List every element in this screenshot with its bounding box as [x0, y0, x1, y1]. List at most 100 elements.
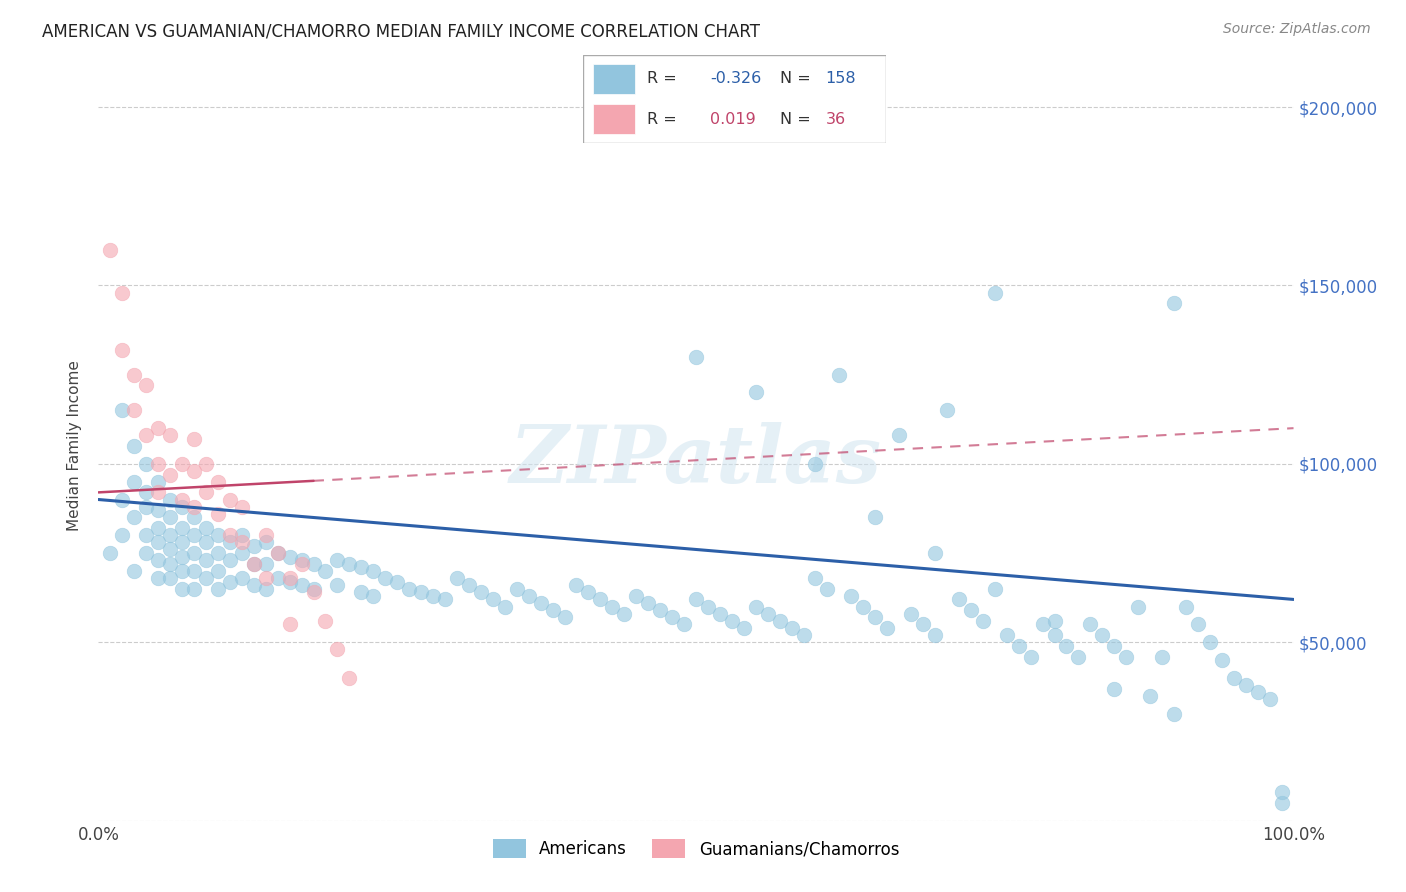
Point — [1091, 628, 1114, 642]
Point — [554, 610, 576, 624]
Point — [254, 535, 277, 549]
Point — [1056, 639, 1078, 653]
Text: 0.019: 0.019 — [710, 112, 756, 127]
Point — [159, 571, 181, 585]
Point — [1032, 617, 1054, 632]
Point — [648, 603, 672, 617]
Point — [267, 571, 290, 585]
Point — [876, 621, 898, 635]
Point — [685, 592, 707, 607]
Point — [159, 467, 181, 482]
Point — [148, 457, 170, 471]
Point — [984, 582, 1007, 596]
Point — [159, 428, 181, 442]
Point — [195, 485, 218, 500]
Point — [135, 485, 157, 500]
Point — [207, 475, 229, 489]
Text: R =: R = — [647, 71, 676, 87]
Point — [363, 564, 385, 578]
Point — [1152, 649, 1174, 664]
Point — [780, 621, 803, 635]
Point — [195, 535, 218, 549]
Bar — [592, 104, 636, 134]
Point — [1080, 617, 1102, 632]
Point — [267, 546, 290, 560]
Point — [124, 510, 146, 524]
Point — [960, 603, 983, 617]
Point — [135, 378, 157, 392]
Point — [172, 500, 194, 514]
Point — [339, 557, 361, 571]
Point — [900, 607, 922, 621]
Legend: Americans, Guamanians/Chamorros: Americans, Guamanians/Chamorros — [486, 833, 905, 864]
Point — [219, 574, 242, 589]
Point — [254, 528, 277, 542]
Point — [1271, 796, 1294, 810]
Point — [661, 610, 683, 624]
Point — [481, 592, 505, 607]
Point — [733, 621, 755, 635]
Point — [804, 457, 827, 471]
Point — [254, 557, 277, 571]
Point — [172, 492, 194, 507]
Text: 36: 36 — [825, 112, 845, 127]
Text: -0.326: -0.326 — [710, 71, 762, 87]
Point — [219, 553, 242, 567]
Point — [219, 528, 242, 542]
Point — [1043, 614, 1066, 628]
Point — [1175, 599, 1198, 614]
Point — [195, 521, 218, 535]
Point — [972, 614, 994, 628]
Point — [1067, 649, 1090, 664]
Point — [924, 546, 946, 560]
Point — [243, 578, 266, 592]
Point — [302, 557, 325, 571]
Point — [172, 521, 194, 535]
Point — [1211, 653, 1233, 667]
Point — [159, 528, 181, 542]
Point — [984, 285, 1007, 300]
Point — [183, 510, 205, 524]
Point — [254, 582, 277, 596]
Point — [291, 578, 314, 592]
Point — [243, 557, 266, 571]
Point — [315, 564, 337, 578]
Point — [458, 578, 481, 592]
Point — [434, 592, 457, 607]
Point — [183, 564, 205, 578]
Point — [374, 571, 396, 585]
Point — [506, 582, 529, 596]
Point — [626, 589, 648, 603]
Point — [350, 560, 373, 574]
Point — [124, 439, 146, 453]
Point — [1234, 678, 1257, 692]
Point — [183, 582, 205, 596]
Point — [602, 599, 624, 614]
Point — [745, 599, 768, 614]
Point — [135, 546, 157, 560]
Point — [135, 500, 157, 514]
Point — [172, 457, 194, 471]
Point — [124, 475, 146, 489]
Point — [924, 628, 946, 642]
Point — [541, 603, 564, 617]
Point — [1163, 296, 1185, 310]
Point — [865, 510, 887, 524]
Point — [1104, 681, 1126, 696]
Point — [302, 585, 325, 599]
Text: Source: ZipAtlas.com: Source: ZipAtlas.com — [1223, 22, 1371, 37]
Point — [315, 614, 337, 628]
Point — [231, 571, 253, 585]
Point — [565, 578, 588, 592]
Point — [231, 528, 253, 542]
Point — [889, 428, 911, 442]
Point — [470, 585, 492, 599]
Point — [172, 549, 194, 564]
Point — [111, 492, 134, 507]
Point — [135, 528, 157, 542]
Point — [326, 553, 349, 567]
Point — [243, 557, 266, 571]
Point — [183, 500, 205, 514]
Point — [385, 574, 409, 589]
Point — [411, 585, 433, 599]
